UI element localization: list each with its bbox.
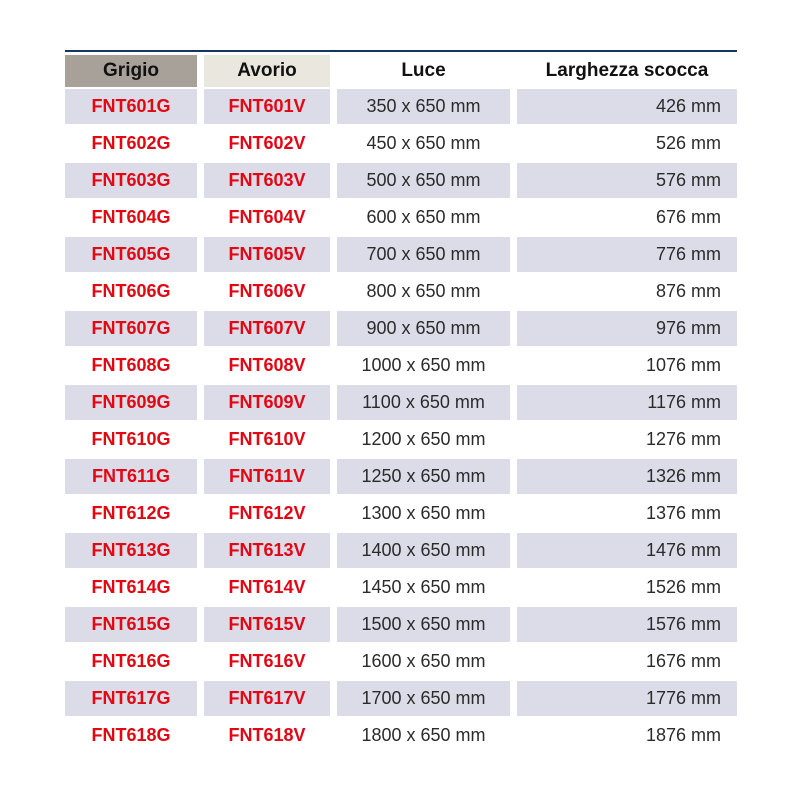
cell-avorio-code: FNT614V bbox=[228, 577, 306, 597]
cell-larghezza-scocca: 1176 mm bbox=[517, 385, 737, 420]
cell-avorio-code: FNT607V bbox=[204, 311, 330, 346]
column-header-grigio: Grigio bbox=[65, 55, 197, 87]
cell-larghezza-scocca: 1876 mm bbox=[645, 725, 721, 745]
cell-avorio-code: FNT612V bbox=[228, 503, 306, 523]
cell-grigio-code: FNT602G bbox=[91, 133, 171, 153]
cell-avorio-code: FNT611V bbox=[204, 459, 330, 494]
column-header-larghezza-scocca: Larghezza scocca bbox=[545, 60, 709, 81]
cell-avorio-code: FNT609V bbox=[204, 385, 330, 420]
column-header-avorio: Avorio bbox=[204, 55, 330, 87]
cell-avorio-code: FNT602V bbox=[228, 133, 306, 153]
cell-grigio-code: FNT617G bbox=[65, 681, 197, 716]
cell-avorio-code: FNT616V bbox=[228, 651, 306, 671]
cell-avorio-code: FNT618V bbox=[228, 725, 306, 745]
cell-larghezza-scocca: 876 mm bbox=[655, 281, 721, 301]
cell-luce: 1800 x 650 mm bbox=[361, 725, 486, 745]
cell-grigio-code: FNT612G bbox=[91, 503, 171, 523]
cell-grigio-code: FNT603G bbox=[65, 163, 197, 198]
cell-luce: 1300 x 650 mm bbox=[361, 503, 486, 523]
cell-larghezza-scocca: 426 mm bbox=[517, 89, 737, 124]
column-header-luce: Luce bbox=[401, 60, 446, 81]
cell-avorio-code: FNT605V bbox=[204, 237, 330, 272]
cell-larghezza-scocca: 1326 mm bbox=[517, 459, 737, 494]
cell-grigio-code: FNT608G bbox=[91, 355, 171, 375]
cell-larghezza-scocca: 1476 mm bbox=[517, 533, 737, 568]
cell-grigio-code: FNT606G bbox=[91, 281, 171, 301]
cell-avorio-code: FNT610V bbox=[228, 429, 306, 449]
cell-grigio-code: FNT605G bbox=[65, 237, 197, 272]
cell-larghezza-scocca: 1576 mm bbox=[517, 607, 737, 642]
cell-larghezza-scocca: 1376 mm bbox=[645, 503, 721, 523]
cell-luce: 1200 x 650 mm bbox=[361, 429, 486, 449]
cell-grigio-code: FNT607G bbox=[65, 311, 197, 346]
cell-luce: 1100 x 650 mm bbox=[337, 385, 510, 420]
cell-larghezza-scocca: 1776 mm bbox=[517, 681, 737, 716]
cell-avorio-code: FNT604V bbox=[228, 207, 306, 227]
cell-avorio-code: FNT613V bbox=[204, 533, 330, 568]
cell-avorio-code: FNT617V bbox=[204, 681, 330, 716]
cell-grigio-code: FNT618G bbox=[91, 725, 171, 745]
cell-avorio-code: FNT606V bbox=[228, 281, 306, 301]
cell-grigio-code: FNT615G bbox=[65, 607, 197, 642]
product-spec-table: Grigio Avorio Luce Larghezza scocca FNT6… bbox=[65, 50, 737, 753]
cell-larghezza-scocca: 1276 mm bbox=[645, 429, 721, 449]
table-grid: Grigio Avorio Luce Larghezza scocca FNT6… bbox=[65, 55, 737, 753]
cell-grigio-code: FNT604G bbox=[91, 207, 171, 227]
cell-luce: 1400 x 650 mm bbox=[337, 533, 510, 568]
cell-luce: 900 x 650 mm bbox=[337, 311, 510, 346]
cell-grigio-code: FNT614G bbox=[91, 577, 171, 597]
cell-larghezza-scocca: 526 mm bbox=[655, 133, 721, 153]
cell-luce: 1600 x 650 mm bbox=[361, 651, 486, 671]
cell-avorio-code: FNT608V bbox=[228, 355, 306, 375]
cell-luce: 1500 x 650 mm bbox=[337, 607, 510, 642]
cell-larghezza-scocca: 1076 mm bbox=[645, 355, 721, 375]
cell-grigio-code: FNT613G bbox=[65, 533, 197, 568]
cell-luce: 1250 x 650 mm bbox=[337, 459, 510, 494]
cell-luce: 500 x 650 mm bbox=[337, 163, 510, 198]
cell-luce: 1000 x 650 mm bbox=[361, 355, 486, 375]
cell-luce: 800 x 650 mm bbox=[366, 281, 481, 301]
cell-luce: 1700 x 650 mm bbox=[337, 681, 510, 716]
cell-luce: 350 x 650 mm bbox=[337, 89, 510, 124]
cell-larghezza-scocca: 1526 mm bbox=[645, 577, 721, 597]
cell-grigio-code: FNT616G bbox=[91, 651, 171, 671]
cell-grigio-code: FNT601G bbox=[65, 89, 197, 124]
cell-avorio-code: FNT603V bbox=[204, 163, 330, 198]
cell-avorio-code: FNT615V bbox=[204, 607, 330, 642]
cell-larghezza-scocca: 776 mm bbox=[517, 237, 737, 272]
cell-avorio-code: FNT601V bbox=[204, 89, 330, 124]
cell-larghezza-scocca: 1676 mm bbox=[645, 651, 721, 671]
cell-grigio-code: FNT609G bbox=[65, 385, 197, 420]
cell-larghezza-scocca: 576 mm bbox=[517, 163, 737, 198]
cell-luce: 700 x 650 mm bbox=[337, 237, 510, 272]
cell-larghezza-scocca: 976 mm bbox=[517, 311, 737, 346]
cell-grigio-code: FNT611G bbox=[65, 459, 197, 494]
cell-luce: 1450 x 650 mm bbox=[361, 577, 486, 597]
cell-larghezza-scocca: 676 mm bbox=[655, 207, 721, 227]
cell-grigio-code: FNT610G bbox=[91, 429, 171, 449]
cell-luce: 600 x 650 mm bbox=[366, 207, 481, 227]
cell-luce: 450 x 650 mm bbox=[366, 133, 481, 153]
